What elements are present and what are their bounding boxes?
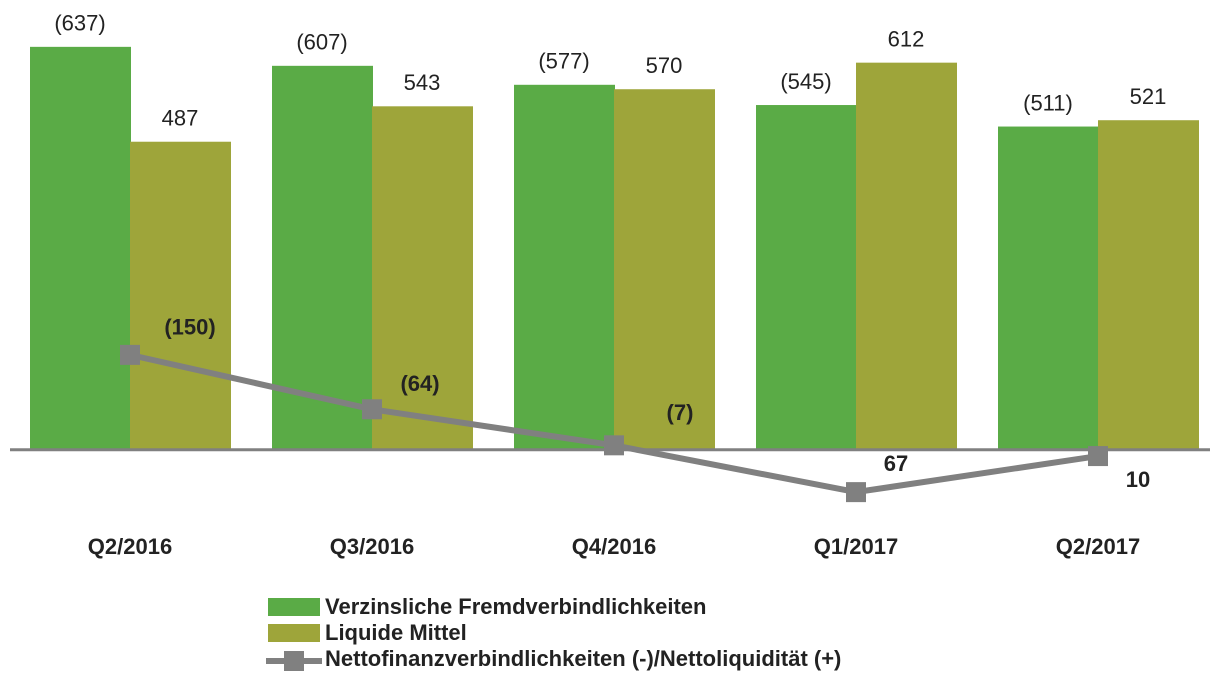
bar xyxy=(514,84,615,450)
bar xyxy=(130,141,231,450)
bar xyxy=(30,46,131,450)
legend-label: Nettofinanzverbindlichkeiten (-)/Nettoli… xyxy=(325,646,841,671)
marker xyxy=(846,482,866,503)
value-label: 487 xyxy=(162,106,199,131)
bar xyxy=(998,126,1099,450)
value-label: 67 xyxy=(884,451,908,476)
x-tick-label: Q2/2017 xyxy=(1056,534,1140,559)
value-label: (577) xyxy=(538,49,589,74)
value-label: 521 xyxy=(1130,84,1167,109)
value-label: (7) xyxy=(667,400,694,425)
bar xyxy=(756,105,857,450)
bar xyxy=(1098,120,1199,450)
value-label: (150) xyxy=(164,315,215,340)
marker xyxy=(362,399,382,420)
value-label: (607) xyxy=(296,30,347,55)
legend-swatch xyxy=(268,624,320,642)
value-label: 612 xyxy=(888,26,925,51)
x-tick-label: Q1/2017 xyxy=(814,534,898,559)
value-label: (511) xyxy=(1023,90,1073,115)
x-tick-label: Q3/2016 xyxy=(330,534,414,559)
marker xyxy=(1088,446,1108,467)
legend-label: Liquide Mittel xyxy=(325,620,467,645)
value-label: 10 xyxy=(1126,467,1150,492)
bar xyxy=(856,62,957,450)
value-label: (637) xyxy=(54,11,105,36)
bar xyxy=(614,89,715,450)
value-label: 570 xyxy=(646,53,683,78)
x-tick-label: Q2/2016 xyxy=(88,534,172,559)
legend-swatch xyxy=(268,598,320,616)
x-tick-label: Q4/2016 xyxy=(572,534,656,559)
bar xyxy=(372,106,473,450)
bar xyxy=(272,65,373,450)
legend-marker xyxy=(284,651,304,671)
legend-label: Verzinsliche Fremdverbindlichkeiten xyxy=(325,594,706,619)
marker xyxy=(120,344,140,365)
value-label: 543 xyxy=(404,70,441,95)
value-label: (545) xyxy=(780,69,831,94)
marker xyxy=(604,435,624,456)
value-label: (64) xyxy=(400,371,439,396)
